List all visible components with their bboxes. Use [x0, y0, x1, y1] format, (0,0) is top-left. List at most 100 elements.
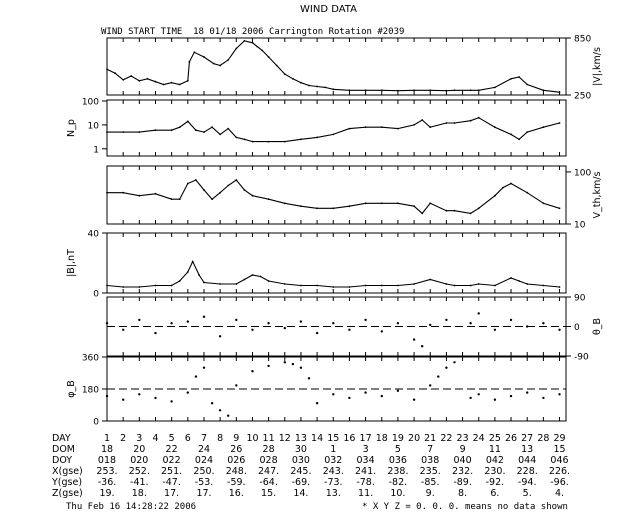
y-tick-label: 850: [574, 35, 591, 45]
table-cell: 022: [163, 455, 181, 466]
data-point: [469, 396, 472, 400]
data-point: [170, 322, 173, 325]
table-cell: 038: [421, 455, 439, 466]
table-cell: 14: [311, 433, 323, 444]
table-cell: 230.: [484, 466, 505, 477]
table-cell: 245.: [290, 466, 311, 477]
table-cell: 042: [486, 455, 504, 466]
data-point: [283, 361, 286, 364]
data-point: [493, 328, 497, 331]
data-point: [526, 325, 529, 328]
table-cell: 25: [489, 433, 501, 444]
table-cell: 036: [389, 455, 407, 466]
data-point: [396, 389, 400, 392]
table-cell: 3: [363, 444, 369, 455]
table-cell: 17.: [196, 488, 211, 499]
table-cell: -92.: [486, 477, 505, 488]
table-cell: 11: [263, 433, 275, 444]
table-cell: 040: [454, 455, 472, 466]
table-cell: 248.: [226, 466, 247, 477]
table-cell: 020: [130, 455, 148, 466]
y-tick-label: 360: [82, 354, 99, 364]
table-cell: 17: [360, 433, 372, 444]
data-point: [348, 396, 351, 400]
panel-frame: [106, 232, 567, 294]
table-cell: 16: [343, 433, 355, 444]
data-point: [437, 375, 440, 378]
data-point: [307, 377, 311, 380]
table-cell: 9.: [426, 488, 435, 499]
table-cell: 24: [198, 444, 210, 455]
table-cell: -85.: [421, 477, 440, 488]
data-point: [364, 391, 367, 394]
y-tick-label: 0: [93, 290, 99, 300]
data-point: [542, 396, 545, 400]
table-cell: 28: [537, 433, 549, 444]
table-cell: 7: [427, 444, 433, 455]
data-point: [509, 318, 513, 322]
table-cell: 13.: [326, 488, 341, 499]
y-tick-label: 10: [88, 121, 100, 131]
figure-subtitle: WIND START TIME 18 01/18 2006 Carrington…: [101, 27, 405, 37]
table-row-label: DOY: [52, 455, 72, 466]
table-cell: 4.: [555, 488, 564, 499]
table-cell: 18: [376, 433, 388, 444]
panel-frame: [106, 165, 567, 225]
table-cell: 250.: [193, 466, 214, 477]
table-cell: 032: [324, 455, 342, 466]
table-cell: 4: [152, 433, 158, 444]
data-point: [251, 370, 254, 373]
table-cell: 17.: [164, 488, 179, 499]
table-cell: -96.: [550, 477, 569, 488]
data-point: [477, 312, 480, 315]
data-point: [315, 402, 319, 405]
table-cell: 7: [201, 433, 207, 444]
table-cell: 28: [263, 444, 275, 455]
table-cell: 18.: [132, 488, 147, 499]
data-point: [315, 331, 319, 335]
table-cell: 30: [295, 444, 307, 455]
y-axis-label: φ_B: [66, 380, 77, 398]
data-point: [445, 366, 448, 369]
y-tick-label: 0: [574, 323, 580, 333]
table-cell: 226.: [549, 466, 570, 477]
data-point: [283, 326, 286, 330]
data-point: [412, 398, 416, 401]
plot-panels: [106, 37, 567, 422]
table-cell: 10: [246, 433, 258, 444]
table-cell: 6.: [490, 488, 499, 499]
data-point: [227, 414, 230, 417]
table-cell: -78.: [356, 477, 375, 488]
data-point: [186, 391, 189, 394]
table-cell: 5: [169, 433, 175, 444]
table-cell: 20: [408, 433, 420, 444]
panel-frame: [106, 99, 567, 157]
data-point: [251, 328, 254, 331]
data-point: [299, 366, 303, 369]
data-point: [122, 398, 125, 401]
data-point: [218, 335, 222, 338]
table-cell: 026: [227, 455, 245, 466]
data-point: [526, 391, 529, 394]
data-point: [558, 393, 561, 396]
data-point: [558, 328, 561, 331]
table-cell: 030: [292, 455, 310, 466]
y-tick-label: -90: [574, 353, 589, 363]
table-cell: 235.: [420, 466, 441, 477]
data-point: [412, 338, 416, 341]
table-row-label: Y(gse): [51, 477, 82, 488]
table-cell: 1: [104, 433, 110, 444]
table-row-label: DOM: [52, 444, 75, 455]
table-cell: -53.: [195, 477, 214, 488]
data-point: [235, 318, 238, 322]
axis-labels: 850 250|V|,km/s 100 10 1 N_p 100 10 V_th,km/s 40 0…: [66, 35, 603, 428]
data-point: [542, 322, 545, 325]
series-line: [107, 179, 560, 215]
table-row-label: DAY: [52, 433, 71, 444]
y-tick-label: 100: [574, 168, 591, 178]
table-cell: 16.: [229, 488, 244, 499]
data-point: [210, 402, 214, 405]
data-point: [493, 398, 497, 401]
y-axis-label: |V|,km/s: [592, 47, 603, 86]
data-point: [299, 320, 303, 323]
